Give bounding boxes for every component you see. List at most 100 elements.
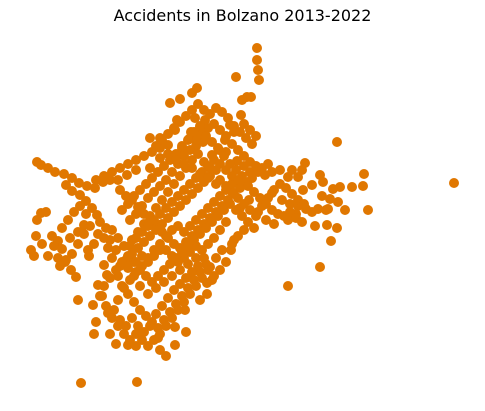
accident-point [187, 163, 197, 173]
accident-point [246, 92, 256, 102]
accident-point [155, 153, 165, 163]
accident-point [203, 173, 213, 183]
accident-point [326, 236, 336, 246]
accident-point [95, 291, 105, 301]
accident-point [251, 131, 261, 141]
accident-point [167, 313, 177, 323]
accident-point [211, 179, 221, 189]
accident-point [139, 151, 149, 161]
accident-point [358, 181, 368, 191]
accident-point [109, 305, 119, 315]
accident-point [233, 231, 243, 241]
accident-point [131, 209, 141, 219]
accident-point [173, 305, 183, 315]
accident-point [217, 245, 227, 255]
accident-point [267, 167, 277, 177]
accident-point [29, 251, 39, 261]
accident-point [85, 221, 95, 231]
accident-point [185, 145, 195, 155]
accident-point [231, 72, 241, 82]
accident-point [59, 169, 69, 179]
accident-point [81, 209, 91, 219]
accident-point [73, 239, 83, 249]
accident-point [175, 171, 185, 181]
accident-point [135, 281, 145, 291]
accident-point [41, 207, 51, 217]
accident-point [122, 170, 132, 180]
accident-point [197, 273, 207, 283]
accident-point [165, 98, 175, 108]
accident-point [119, 283, 129, 293]
accident-point [322, 220, 332, 230]
points-layer [26, 43, 459, 388]
accident-point [125, 275, 135, 285]
accident-point [107, 253, 117, 263]
accident-point [43, 251, 53, 261]
accident-point [123, 159, 133, 169]
accident-point [167, 225, 177, 235]
accident-point [363, 205, 373, 215]
accident-point [113, 295, 123, 305]
accident-point [179, 297, 189, 307]
accident-point [163, 149, 173, 159]
accident-point [180, 305, 190, 315]
accident-point [129, 297, 139, 307]
accident-point [131, 257, 141, 267]
accident-point [111, 339, 121, 349]
accident-point [105, 273, 115, 283]
accident-point [137, 201, 147, 211]
accident-point [37, 239, 47, 249]
accident-point [67, 173, 77, 183]
accident-point [253, 65, 263, 75]
accident-point [252, 55, 262, 65]
accident-point [199, 253, 209, 263]
accident-point [161, 175, 171, 185]
accident-point [183, 135, 193, 145]
accident-point [67, 186, 77, 196]
accident-point [63, 215, 73, 225]
accident-point [151, 141, 161, 151]
accident-point [236, 110, 246, 120]
accident-point [251, 211, 261, 221]
accident-point [111, 265, 121, 275]
accident-point [347, 182, 357, 192]
accident-point [65, 233, 75, 243]
accident-point [73, 295, 83, 305]
accident-point [79, 229, 89, 239]
accident-point [317, 191, 327, 201]
accident-point [163, 293, 173, 303]
accident-point [145, 163, 155, 173]
accident-point [167, 167, 177, 177]
accident-point [310, 221, 320, 231]
accident-point [283, 172, 293, 182]
accident-point [145, 133, 155, 143]
accident-point [82, 181, 92, 191]
accident-point [101, 301, 111, 311]
accident-point [340, 205, 350, 215]
accident-point [99, 281, 109, 291]
accident-point [203, 265, 213, 275]
accident-point [179, 159, 189, 169]
accident-point [170, 322, 180, 332]
accident-point [91, 175, 101, 185]
accident-point [93, 229, 103, 239]
accident-point [263, 159, 273, 169]
accident-point [193, 261, 203, 271]
accident-point [157, 301, 167, 311]
accident-point [181, 327, 191, 337]
accident-point [105, 329, 115, 339]
accident-point [219, 151, 229, 161]
accident-point [229, 121, 239, 131]
accident-point [332, 137, 342, 147]
accident-point [161, 351, 171, 361]
accident-point [187, 88, 197, 98]
accident-point [175, 94, 185, 104]
accident-point [145, 321, 155, 331]
accident-point [247, 173, 257, 183]
accident-point [185, 289, 195, 299]
accident-point [195, 295, 205, 305]
accident-point [269, 219, 279, 229]
accident-point [113, 321, 123, 331]
accident-point [49, 241, 59, 251]
accident-point [113, 233, 123, 243]
